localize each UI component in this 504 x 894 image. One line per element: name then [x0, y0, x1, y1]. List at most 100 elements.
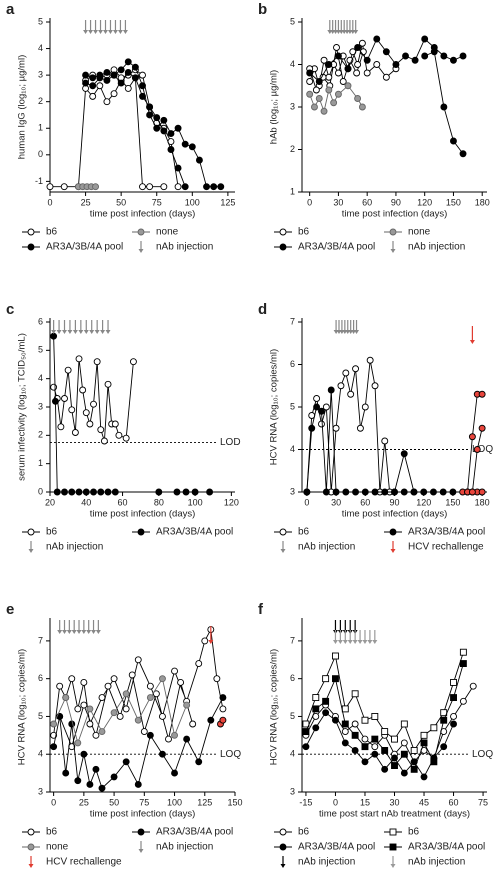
data-point — [313, 403, 321, 411]
panel-label: a — [6, 1, 15, 18]
data-point — [181, 140, 189, 148]
data-point — [391, 754, 398, 762]
data-point — [53, 488, 61, 496]
legend-item: AR3A/3B/4A pool — [132, 527, 233, 538]
arrow — [362, 630, 368, 644]
y-tick-label: 3 — [290, 101, 295, 111]
x-axis-label: time post infection (days) — [90, 509, 196, 520]
data-point — [371, 743, 379, 751]
data-point — [341, 705, 349, 713]
data-point — [315, 95, 323, 102]
data-point — [213, 675, 221, 683]
legend-item: b6 — [22, 527, 58, 538]
series-line — [53, 336, 210, 493]
data-point — [183, 701, 191, 709]
data-point — [139, 183, 146, 191]
data-point — [325, 61, 333, 68]
data-point — [134, 780, 142, 788]
y-axis-label: human IgG (log₁₀; µg/ml) — [17, 55, 28, 160]
data-point — [80, 750, 88, 758]
data-point — [373, 61, 381, 68]
arrow — [88, 20, 94, 34]
x-tick-label: 90 — [391, 197, 401, 207]
x-tick-label: 50 — [116, 197, 126, 207]
data-point — [318, 420, 325, 428]
arrow-head — [390, 249, 396, 253]
arrow-head — [372, 640, 378, 644]
data-point — [315, 78, 323, 85]
data-point — [342, 488, 350, 496]
x-tick-label: 120 — [224, 497, 239, 507]
legend-label: nAb injection — [298, 542, 355, 553]
data-point — [356, 424, 364, 432]
data-point — [90, 400, 97, 408]
arrow — [347, 630, 353, 644]
arrow — [94, 320, 100, 334]
data-point — [182, 488, 190, 496]
data-point — [341, 739, 349, 747]
data-point — [146, 731, 154, 739]
data-point — [334, 90, 342, 98]
arrow — [352, 630, 358, 644]
x-axis-label: time post infection (days) — [90, 809, 196, 820]
data-point — [62, 769, 70, 777]
arrow-head — [51, 330, 57, 334]
x-tick-label: 0 — [307, 197, 312, 207]
data-point — [400, 488, 408, 496]
panel-label: c — [6, 301, 14, 318]
data-point — [159, 750, 166, 758]
legend-label: AR3A/3B/4A pool — [46, 242, 123, 253]
data-point — [139, 92, 146, 100]
legend-item: b6 — [274, 527, 310, 538]
arrow-head — [138, 249, 144, 253]
legend-item: b6 — [274, 827, 310, 838]
legend-item: AR3A/3B/4A pool — [384, 527, 485, 538]
data-point — [171, 667, 178, 675]
data-point — [410, 488, 418, 496]
legend-label: b6 — [298, 227, 310, 238]
legend-marker — [279, 828, 287, 836]
data-point — [159, 675, 166, 683]
panel-label: b — [258, 1, 267, 18]
data-point — [382, 73, 390, 81]
data-point — [98, 784, 106, 792]
legend-marker — [27, 243, 35, 251]
y-axis-label: HCV RNA (log₁₀; copies/ml) — [269, 349, 280, 465]
data-point — [68, 488, 76, 496]
panel-label: e — [6, 601, 14, 618]
data-point — [450, 712, 457, 720]
data-point — [450, 137, 457, 145]
data-point — [124, 69, 132, 76]
x-tick-label: 50 — [109, 797, 119, 807]
data-point — [146, 694, 154, 702]
x-tick-label: 125 — [197, 797, 212, 807]
data-point — [171, 769, 178, 777]
data-point — [210, 183, 218, 191]
arrow-head — [95, 630, 101, 634]
data-point — [82, 71, 90, 79]
arrow-head — [57, 630, 63, 634]
data-point — [131, 74, 139, 82]
legend-label: none — [156, 227, 179, 238]
y-tick-label: 1 — [290, 186, 295, 196]
arrow-head — [100, 330, 106, 334]
data-point — [473, 446, 481, 453]
data-point — [50, 743, 58, 751]
data-point — [89, 82, 97, 90]
arrow — [332, 630, 338, 644]
y-tick-label: 5 — [38, 345, 43, 355]
data-point — [333, 44, 340, 51]
arrow — [122, 20, 128, 34]
data-point — [61, 488, 68, 496]
arrow — [76, 620, 82, 634]
data-point — [361, 716, 369, 724]
data-point — [82, 409, 90, 417]
data-point — [110, 773, 118, 781]
y-tick-label: 3 — [38, 401, 43, 411]
arrow — [367, 630, 373, 644]
legend-item: nAb injection — [280, 856, 355, 868]
reference-label: LOD — [220, 437, 241, 448]
arrow-head — [71, 630, 77, 634]
data-point — [139, 82, 146, 90]
y-tick-label: 2 — [38, 430, 43, 440]
